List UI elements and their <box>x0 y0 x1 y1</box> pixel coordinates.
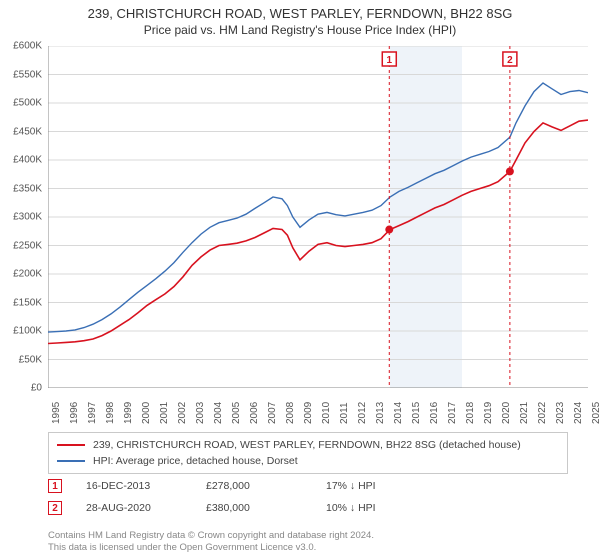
legend-label: 239, CHRISTCHURCH ROAD, WEST PARLEY, FER… <box>93 439 521 451</box>
y-axis-label: £100K <box>13 326 42 337</box>
sale-row: 1 16-DEC-2013 £278,000 17% ↓ HPI <box>48 476 568 496</box>
y-axis-label: £150K <box>13 297 42 308</box>
y-axis-label: £400K <box>13 155 42 166</box>
price-vs-hpi-chart: 239, CHRISTCHURCH ROAD, WEST PARLEY, FER… <box>0 0 600 560</box>
x-axis-labels: 1995 1996 1997 1998 1999 2000 2001 2002 2003 2004… <box>48 390 588 434</box>
sale-date: 28-AUG-2020 <box>86 502 206 514</box>
x-axis-label: 1996 <box>69 402 80 424</box>
x-axis-label: 2015 <box>411 402 422 424</box>
legend-swatch <box>57 460 85 462</box>
x-axis-label: 2018 <box>465 402 476 424</box>
x-axis-label: 2023 <box>555 402 566 424</box>
x-axis-label: 1997 <box>87 402 98 424</box>
y-axis-labels: £0£50K£100K£150K£200K£250K£300K£350K£400… <box>0 46 46 388</box>
x-axis-label: 2016 <box>429 402 440 424</box>
x-axis-label: 2025 <box>591 402 600 424</box>
x-axis-label: 2022 <box>537 402 548 424</box>
sale-delta: 17% ↓ HPI <box>326 480 446 492</box>
sale-delta: 10% ↓ HPI <box>326 502 446 514</box>
svg-text:2: 2 <box>507 55 513 66</box>
x-axis-label: 2011 <box>339 402 350 424</box>
y-axis-label: £550K <box>13 69 42 80</box>
plot-svg: 12 <box>48 46 588 388</box>
sale-price: £278,000 <box>206 480 326 492</box>
sale-row: 2 28-AUG-2020 £380,000 10% ↓ HPI <box>48 498 568 518</box>
x-axis-label: 2019 <box>483 402 494 424</box>
x-axis-label: 2017 <box>447 402 458 424</box>
legend-item: 239, CHRISTCHURCH ROAD, WEST PARLEY, FER… <box>57 437 559 453</box>
footer-line: Contains HM Land Registry data © Crown c… <box>48 530 374 542</box>
x-axis-label: 2021 <box>519 402 530 424</box>
x-axis-label: 2001 <box>159 402 170 424</box>
y-axis-label: £50K <box>19 354 42 365</box>
y-axis-label: £200K <box>13 269 42 280</box>
footer: Contains HM Land Registry data © Crown c… <box>48 530 374 554</box>
y-axis-label: £0 <box>31 383 42 394</box>
x-axis-label: 2013 <box>375 402 386 424</box>
sale-marker-box: 1 <box>48 479 62 493</box>
plot-area: 12 <box>48 46 588 388</box>
sale-marker-box: 2 <box>48 501 62 515</box>
legend: 239, CHRISTCHURCH ROAD, WEST PARLEY, FER… <box>48 432 568 474</box>
x-axis-label: 2010 <box>321 402 332 424</box>
x-axis-label: 2009 <box>303 402 314 424</box>
x-axis-label: 2012 <box>357 402 368 424</box>
x-axis-label: 2020 <box>501 402 512 424</box>
legend-label: HPI: Average price, detached house, Dors… <box>93 455 298 467</box>
svg-text:1: 1 <box>386 55 392 66</box>
x-axis-label: 1999 <box>123 402 134 424</box>
legend-swatch <box>57 444 85 446</box>
footer-line: This data is licensed under the Open Gov… <box>48 542 374 554</box>
x-axis-label: 2004 <box>213 402 224 424</box>
x-axis-label: 2007 <box>267 402 278 424</box>
y-axis-label: £450K <box>13 126 42 137</box>
x-axis-label: 2008 <box>285 402 296 424</box>
legend-item: HPI: Average price, detached house, Dors… <box>57 453 559 469</box>
y-axis-label: £600K <box>13 41 42 52</box>
x-axis-label: 1995 <box>51 402 62 424</box>
x-axis-label: 2005 <box>231 402 242 424</box>
x-axis-label: 2003 <box>195 402 206 424</box>
sale-price: £380,000 <box>206 502 326 514</box>
chart-titles: 239, CHRISTCHURCH ROAD, WEST PARLEY, FER… <box>0 0 600 37</box>
y-axis-label: £350K <box>13 183 42 194</box>
chart-subtitle: Price paid vs. HM Land Registry's House … <box>0 23 600 37</box>
y-axis-label: £500K <box>13 98 42 109</box>
x-axis-label: 2014 <box>393 402 404 424</box>
y-axis-label: £250K <box>13 240 42 251</box>
x-axis-label: 2024 <box>573 402 584 424</box>
x-axis-label: 2000 <box>141 402 152 424</box>
x-axis-label: 2006 <box>249 402 260 424</box>
y-axis-label: £300K <box>13 212 42 223</box>
x-axis-label: 1998 <box>105 402 116 424</box>
x-axis-label: 2002 <box>177 402 188 424</box>
sales-list: 1 16-DEC-2013 £278,000 17% ↓ HPI 2 28-AU… <box>48 474 568 518</box>
sale-date: 16-DEC-2013 <box>86 480 206 492</box>
chart-title: 239, CHRISTCHURCH ROAD, WEST PARLEY, FER… <box>0 6 600 21</box>
